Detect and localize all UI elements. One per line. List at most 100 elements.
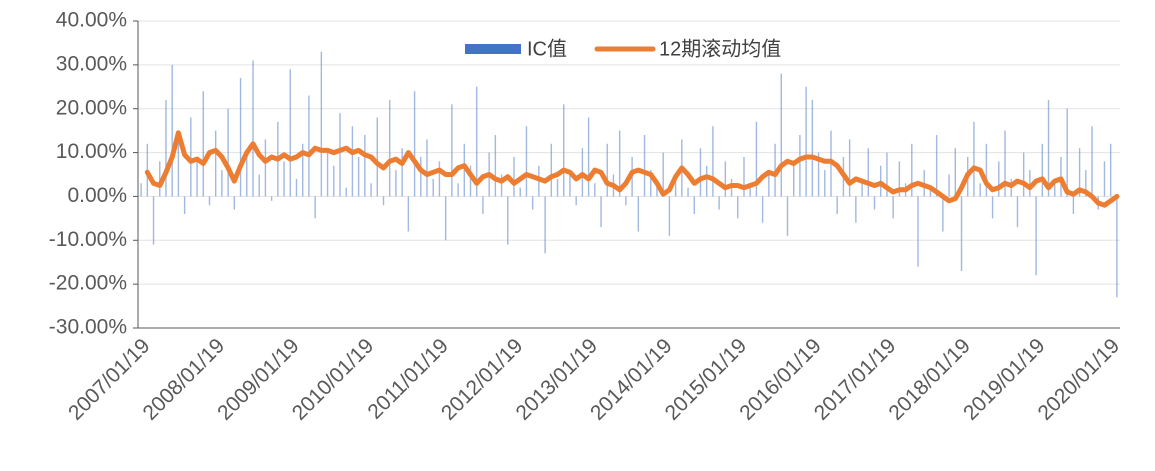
bar: [308, 95, 310, 197]
bar: [575, 196, 577, 206]
bar: [364, 135, 366, 197]
y-tick-label: 20.00%: [56, 96, 127, 119]
bar: [873, 196, 876, 210]
bar: [960, 196, 963, 271]
bar: [935, 135, 938, 197]
bar: [799, 135, 801, 197]
bar: [165, 99, 167, 197]
bar: [190, 117, 192, 197]
bar: [345, 187, 347, 197]
bar: [550, 143, 553, 197]
bar: [687, 187, 689, 197]
bar: [476, 86, 478, 197]
bar: [214, 130, 217, 197]
bar: [668, 196, 671, 236]
bar: [606, 143, 608, 197]
bar: [314, 196, 316, 219]
legend-item: 12期滚动均值: [594, 37, 781, 60]
bar: [625, 196, 627, 206]
y-tick-label: -30.00%: [49, 316, 127, 339]
bar: [786, 196, 789, 236]
bar: [252, 60, 254, 197]
y-tick-label: 10.00%: [56, 140, 127, 163]
bar: [457, 183, 459, 197]
bar: [159, 161, 161, 197]
bar: [283, 161, 285, 197]
bar: [202, 91, 204, 197]
bar: [1041, 143, 1044, 197]
bar: [656, 183, 658, 197]
bar: [239, 78, 242, 197]
bar: [270, 196, 273, 201]
bar: [712, 126, 714, 197]
bar: [911, 143, 913, 197]
bar: [320, 51, 323, 197]
legend-item: IC值: [465, 37, 567, 60]
bar: [289, 69, 291, 197]
bar: [637, 196, 640, 232]
bar: [563, 104, 565, 197]
bar: [861, 178, 863, 197]
bar: [569, 170, 571, 197]
bar: [196, 156, 198, 197]
bar: [1091, 126, 1093, 197]
bar: [407, 196, 410, 232]
bar: [208, 196, 211, 206]
bar: [426, 139, 428, 197]
bar: [246, 152, 248, 197]
bar: [749, 183, 751, 197]
bar: [718, 196, 720, 210]
bar: [1066, 108, 1068, 197]
bar: [998, 161, 1000, 197]
bar: [370, 183, 372, 197]
bar: [948, 174, 950, 197]
bar: [761, 196, 764, 223]
y-tick-label: 30.00%: [56, 52, 127, 75]
bar: [1035, 196, 1037, 276]
bar: [855, 196, 857, 223]
bar: [1078, 148, 1081, 197]
line: [144, 130, 1120, 208]
bar: [140, 183, 142, 197]
bar: [152, 196, 155, 245]
bar: [942, 196, 944, 232]
bar: [382, 196, 385, 206]
bar: [737, 196, 739, 219]
bar: [258, 174, 260, 197]
bar: [600, 196, 602, 228]
bar: [333, 165, 335, 197]
bar: [183, 196, 186, 214]
bar: [1016, 196, 1019, 228]
bar: [724, 161, 727, 197]
legend-label: IC值: [527, 37, 567, 60]
bar: [886, 152, 888, 197]
bar: [594, 183, 596, 197]
bar: [401, 148, 403, 197]
bar: [531, 196, 534, 210]
bar: [699, 148, 702, 197]
bar: [444, 196, 447, 241]
bar: [525, 126, 528, 197]
bar: [221, 170, 223, 197]
bar: [848, 139, 851, 197]
bar: [836, 196, 838, 214]
bar: [494, 135, 497, 197]
bar: [954, 148, 956, 197]
bar: [420, 156, 422, 197]
bar: [811, 99, 814, 197]
bar: [991, 196, 994, 219]
bar: [618, 130, 621, 197]
bar: [743, 156, 745, 197]
y-tick-label: 0.00%: [67, 184, 127, 207]
bar: [171, 64, 173, 197]
bar: [768, 170, 770, 197]
bar: [929, 187, 932, 197]
bar: [979, 183, 981, 197]
bar: [1085, 170, 1087, 197]
bar: [389, 99, 391, 197]
bar: [500, 174, 503, 197]
bar: [1054, 183, 1056, 197]
bar: [357, 156, 360, 197]
x-tick-label: 2020/01/19: [1034, 334, 1125, 425]
